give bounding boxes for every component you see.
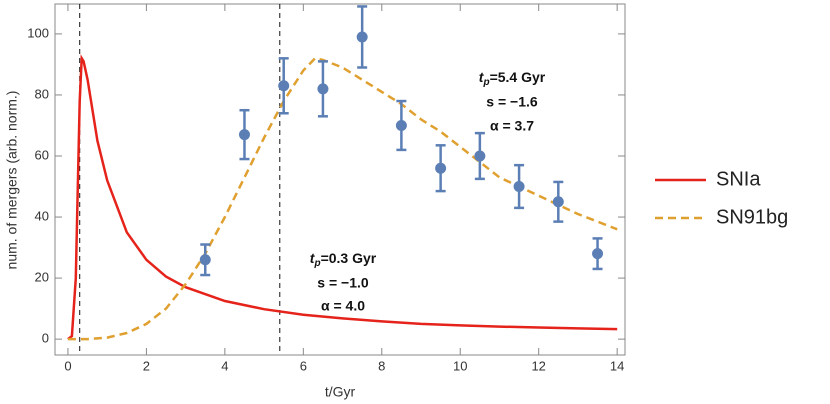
annotation: tp=0.3 Gyr bbox=[310, 250, 377, 269]
y-tick-label: 0 bbox=[42, 331, 49, 346]
annotation-rest: =0.3 Gyr bbox=[321, 250, 377, 266]
y-tick-label: 40 bbox=[35, 208, 49, 223]
annotation-t: t bbox=[479, 69, 485, 85]
legend-label: SNIa bbox=[716, 168, 761, 190]
annotation-alpha: α = 4.0 bbox=[321, 298, 365, 314]
annotation: tp=5.4 Gyr bbox=[479, 69, 546, 88]
annotation-s: s = −1.0 bbox=[317, 275, 369, 291]
x-tick-label: 2 bbox=[143, 358, 150, 373]
y-tick-label: 100 bbox=[27, 25, 49, 40]
annotation-sub: p bbox=[482, 77, 489, 88]
x-tick-label: 4 bbox=[221, 358, 228, 373]
data-point bbox=[435, 162, 447, 174]
data-point bbox=[199, 254, 211, 266]
y-tick-label: 20 bbox=[35, 270, 49, 285]
y-tick-label: 60 bbox=[35, 147, 49, 162]
annotation-rest: =5.4 Gyr bbox=[490, 69, 546, 85]
data-point bbox=[395, 119, 407, 131]
data-point bbox=[278, 80, 290, 92]
data-point bbox=[238, 129, 250, 141]
annotation-s: s = −1.6 bbox=[486, 94, 538, 110]
x-tick-label: 12 bbox=[531, 358, 545, 373]
plot-frame bbox=[54, 3, 626, 356]
series-line bbox=[67, 54, 618, 341]
data-point bbox=[513, 181, 525, 193]
annotation-t: t bbox=[310, 250, 316, 266]
x-tick-label: 14 bbox=[610, 358, 624, 373]
legend-label: SN91bg bbox=[716, 206, 788, 228]
y-tick-label: 80 bbox=[35, 86, 49, 101]
data-point bbox=[317, 83, 329, 95]
data-point bbox=[592, 248, 604, 260]
annotation-alpha: α = 3.7 bbox=[490, 118, 534, 134]
x-tick-label: 10 bbox=[453, 358, 467, 373]
data-point bbox=[356, 31, 368, 43]
x-tick-label: 6 bbox=[300, 358, 307, 373]
x-tick-label: 8 bbox=[378, 358, 385, 373]
data-point bbox=[474, 150, 486, 162]
x-axis-title: t/Gyr bbox=[325, 384, 356, 400]
annotation-sub: p bbox=[313, 258, 320, 269]
y-axis-title: num. of mergers (arb. norm.) bbox=[4, 91, 20, 270]
x-tick-label: 0 bbox=[64, 358, 71, 373]
data-point bbox=[552, 196, 564, 208]
